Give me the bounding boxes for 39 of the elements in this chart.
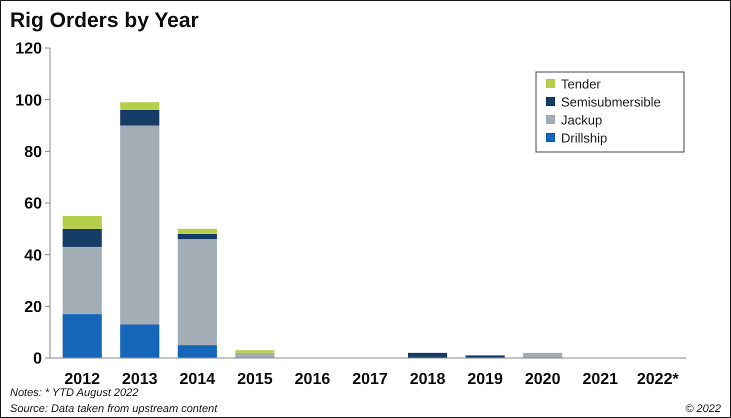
bar (178, 234, 217, 240)
bar (62, 216, 102, 229)
y-tick-label: 80 (24, 144, 42, 161)
bar (120, 110, 160, 126)
x-tick-label: 2020 (524, 371, 561, 388)
bar (62, 314, 102, 358)
y-tick-label: 40 (24, 247, 42, 264)
bar (62, 228, 102, 247)
bar (178, 345, 217, 358)
bar (178, 239, 217, 346)
x-tick-label: 2016 (294, 371, 330, 388)
x-tick-label: 2014 (180, 371, 216, 388)
y-tick-label: 20 (24, 298, 42, 316)
chart-title: Rig Orders by Year (10, 9, 199, 32)
text: Notes: * YTD August 2022 (10, 387, 138, 399)
bar (120, 126, 160, 324)
legend-label: Drillship (561, 130, 608, 146)
source-note: Source: Data taken from upstream content (10, 403, 218, 415)
x-tick-label: 2015 (237, 371, 273, 388)
y-tick-label: 120 (15, 40, 42, 58)
text: © 2022 (685, 403, 721, 415)
legend-label: Tender (561, 76, 602, 92)
y-tick-label: 0 (33, 350, 42, 368)
legend-label: Jackup (561, 112, 602, 128)
bar (120, 102, 160, 110)
legend-label: Semisubmersible (561, 94, 661, 110)
x-tick-label: 2017 (352, 371, 388, 388)
x-tick-label: 2021 (582, 371, 618, 388)
x-tick-label: 2013 (122, 371, 158, 388)
bar (120, 324, 160, 358)
y-tick-label: 100 (15, 92, 42, 110)
y-tick-label: 60 (24, 196, 42, 213)
x-tick-label: 2018 (410, 371, 446, 388)
x-tick-label: 2022* (636, 371, 680, 388)
x-tick-label: 2019 (467, 371, 504, 388)
bar (178, 228, 217, 234)
bar (235, 350, 274, 353)
bar (62, 246, 102, 314)
x-tick-label: 2012 (64, 371, 100, 388)
